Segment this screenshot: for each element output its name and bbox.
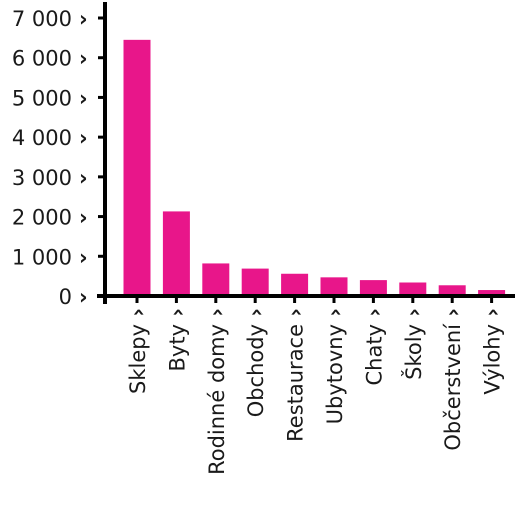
category-label-text: Výlohy <box>481 324 505 395</box>
category-label-text: Chaty <box>362 324 386 386</box>
bar <box>320 277 348 296</box>
bar <box>202 263 230 296</box>
category-label: Chaty › <box>362 308 386 385</box>
category-label-marker: › <box>481 308 505 324</box>
bar <box>123 39 151 296</box>
y-tick-marker: › <box>79 7 88 31</box>
category-label-marker: › <box>362 308 386 324</box>
bar <box>241 268 269 296</box>
category-label: Byty › <box>165 308 189 371</box>
bar <box>281 273 309 296</box>
category-label-text: Rodinné domy <box>205 324 229 475</box>
y-tick-label: 6 000 <box>12 47 72 71</box>
bars <box>123 39 506 296</box>
category-label-marker: › <box>244 308 268 324</box>
category-label-text: Ubytovny <box>323 324 347 424</box>
category-label: Ubytovny › <box>323 308 347 424</box>
y-tick-label: 1 000 <box>12 245 72 269</box>
y-tick-marker: › <box>79 206 88 230</box>
bar <box>478 290 506 296</box>
category-label: Školy › <box>401 308 426 380</box>
bar <box>359 280 387 296</box>
category-label-text: Školy <box>401 324 426 380</box>
category-label-marker: › <box>402 308 426 324</box>
y-tick-marker: › <box>79 285 88 309</box>
bar <box>162 211 190 296</box>
category-label: Restaurace › <box>284 308 308 442</box>
y-tick-label: 3 000 <box>12 166 72 190</box>
y-axis: 0 › 1 000 › 2 000 › 3 000 › 4 000 › 5 000 › 6 000 › 7 … <box>12 2 107 309</box>
category-label-marker: › <box>284 308 308 324</box>
category-label-marker: › <box>205 308 229 324</box>
category-label-text: Občerstvení <box>441 323 465 451</box>
y-tick-marker: › <box>79 47 88 71</box>
y-tick-label: 5 000 <box>12 86 72 110</box>
x-axis: Sklepy ›Byty ›Rodinné domy ›Obchody ›Res… <box>97 294 515 475</box>
y-tick-label: 0 <box>59 285 72 309</box>
category-label: Občerstvení › <box>441 308 465 451</box>
category-label-text: Byty <box>165 324 189 372</box>
category-label-text: Restaurace <box>284 324 308 442</box>
category-label-marker: › <box>323 308 347 324</box>
y-tick-marker: › <box>79 245 88 269</box>
category-label-text: Sklepy <box>126 324 150 394</box>
category-label: Obchody › <box>244 308 268 417</box>
y-tick-marker: › <box>79 166 88 190</box>
bar <box>438 285 466 296</box>
category-label: Sklepy › <box>126 308 150 394</box>
y-tick-marker: › <box>79 126 88 150</box>
category-label-marker: › <box>441 308 465 324</box>
bar <box>399 282 427 296</box>
category-label-text: Obchody <box>244 324 268 417</box>
category-label: Rodinné domy › <box>205 308 229 475</box>
category-label-marker: › <box>126 308 150 324</box>
y-tick-label: 7 000 <box>12 7 72 31</box>
category-label-marker: › <box>165 308 189 324</box>
y-tick-label: 4 000 <box>12 126 72 150</box>
y-tick-label: 2 000 <box>12 206 72 230</box>
y-tick-marker: › <box>79 86 88 110</box>
category-label: Výlohy › <box>481 308 505 395</box>
